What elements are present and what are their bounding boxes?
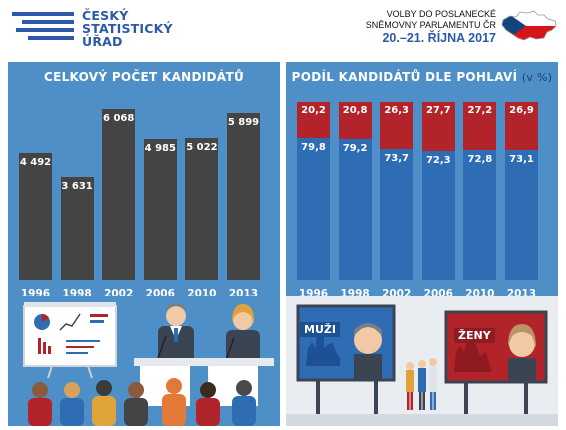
men-share-value: 72,8 [467, 154, 493, 166]
czech-map-flag-icon [501, 10, 557, 41]
women-share-bar [421, 102, 455, 152]
election-line-2: SNĚMOVNY PARLAMENTU ČR [365, 20, 496, 30]
women-share-bar [505, 102, 538, 150]
total-bar-value: 4 985 [144, 143, 176, 155]
logo-line-1: ČESKÝ [82, 8, 129, 23]
total-bar [19, 153, 52, 280]
total-bar [60, 177, 94, 280]
men-share-value: 72,3 [425, 155, 451, 167]
men-share-bar [421, 151, 455, 280]
gender-share-title-text: PODÍL KANDIDÁTŮ DLE POHLAVÍ [291, 70, 518, 84]
gender-share-chart: 20,2 79,8 1996 20,8 79,2 1998 26,3 73,7 2002 27,7… [286, 90, 558, 326]
men-billboard-icon [296, 304, 396, 414]
press-conference-illustration [8, 296, 280, 426]
men-share-bar [380, 148, 414, 280]
men-share-value: 79,2 [342, 143, 368, 155]
women-share-value: 26,3 [384, 105, 410, 116]
total-bar-value: 4 492 [19, 157, 52, 169]
women-share-value: 27,7 [425, 105, 451, 116]
women-share-value: 27,2 [467, 105, 493, 116]
audience-icon [28, 378, 256, 426]
csu-logo-icon [12, 12, 74, 40]
total-bar-value: 3 631 [61, 181, 93, 193]
men-share-value: 73,7 [384, 152, 410, 164]
total-candidates-chart: 4 492 1996 3 631 1998 6 068 2002 4 985 2006 5 02… [8, 90, 280, 326]
women-billboard-icon [444, 310, 548, 414]
logo-line-2: STATISTICKÝ [82, 21, 173, 36]
men-share-bar [297, 137, 330, 280]
female-speaker-icon [226, 304, 260, 366]
total-bar-value: 6 068 [103, 112, 135, 124]
gender-share-unit: (v %) [521, 71, 553, 84]
total-bar-value: 5 022 [186, 142, 218, 154]
gender-share-title: PODÍL KANDIDÁTŮ DLE POHLAVÍ (v %) [286, 70, 558, 84]
presentation-board-icon [23, 302, 117, 379]
women-billboard-label: ŽENY [454, 328, 495, 343]
header: ČESKÝ STATISTICKÝ ÚŘAD VOLBY DO POSLANEC… [0, 0, 566, 60]
women-share-bar [297, 102, 330, 138]
billboards-illustration [286, 296, 558, 426]
election-line-1: VOLBY DO POSLANECKÉ [386, 9, 496, 19]
women-share-value: 26,9 [509, 105, 534, 116]
election-date: 20.–21. ŘÍJNA 2017 [382, 31, 496, 45]
women-share-bar [380, 102, 414, 149]
women-share-bar [463, 102, 497, 151]
total-bar [185, 138, 219, 280]
total-candidates-title: CELKOVÝ POČET KANDIDÁTŮ [43, 70, 244, 84]
men-share-value: 79,8 [301, 141, 326, 153]
logo-line-3: ÚŘAD [82, 34, 123, 49]
total-bar [102, 108, 136, 280]
men-share-bar [463, 150, 497, 280]
male-speaker-icon [158, 303, 194, 366]
women-share-value: 20,2 [301, 105, 326, 116]
women-share-value: 20,8 [342, 105, 368, 116]
men-billboard-label: MUŽI [300, 322, 340, 337]
men-share-bar [338, 139, 372, 280]
pedestrians-icon [406, 358, 437, 410]
total-bar [143, 139, 177, 280]
women-share-bar [338, 102, 372, 140]
men-share-bar [505, 149, 538, 280]
csu-logo-text: ČESKÝ STATISTICKÝ ÚŘAD [82, 9, 173, 48]
total-bar-value: 5 899 [227, 117, 260, 129]
total-bar [227, 113, 260, 280]
men-share-value: 73,1 [509, 153, 534, 165]
election-info: VOLBY DO POSLANECKÉ SNĚMOVNY PARLAMENTU … [366, 9, 496, 46]
